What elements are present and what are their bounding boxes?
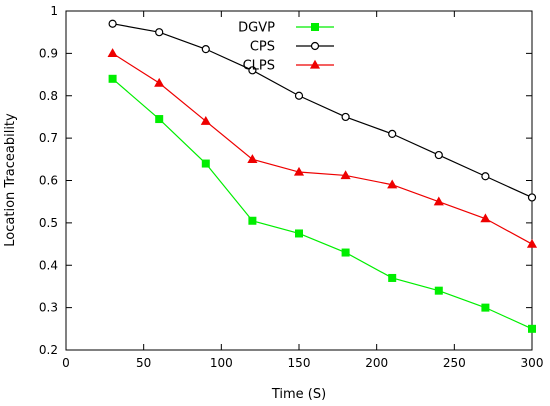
series-line-dgvp bbox=[112, 78, 533, 330]
y-tick-label: 0.2 bbox=[39, 343, 58, 357]
x-tick-label: 300 bbox=[521, 356, 544, 370]
legend-marker-dgvp bbox=[311, 23, 319, 31]
series-cps bbox=[108, 19, 537, 202]
data-point-cps bbox=[108, 19, 117, 28]
legend-label-clps: CLPS bbox=[243, 59, 275, 74]
data-point-cps bbox=[341, 112, 350, 122]
data-point-cps bbox=[434, 150, 443, 160]
series-clps bbox=[107, 48, 538, 248]
legend-marker-cps bbox=[310, 41, 320, 51]
data-point-clps bbox=[293, 166, 305, 176]
data-point-clps bbox=[433, 196, 444, 206]
data-point-dgvp bbox=[481, 303, 490, 312]
x-tick-label: 100 bbox=[210, 356, 233, 370]
data-point-dgvp bbox=[434, 286, 443, 295]
y-tick-label: 0.6 bbox=[39, 174, 58, 188]
data-point-cps bbox=[248, 66, 257, 75]
series-layer bbox=[107, 19, 538, 333]
data-point-dgvp bbox=[248, 216, 257, 225]
series-dgvp bbox=[108, 74, 536, 333]
y-axis-label: Location Traceability bbox=[3, 113, 18, 247]
data-point-dgvp bbox=[295, 229, 303, 238]
data-point-cps bbox=[201, 45, 210, 54]
data-point-cps bbox=[294, 91, 304, 100]
y-tick-label: 0.8 bbox=[39, 89, 58, 103]
axis-tick-labels: 0 50 100 150 200 250 300 0.2 0.3 0.4 0.5 0.6 0.7 0.8 0… bbox=[39, 4, 544, 370]
y-tick-label: 0.5 bbox=[39, 216, 58, 230]
legend-label-dgvp: DGVP bbox=[238, 21, 275, 36]
data-point-clps bbox=[107, 48, 118, 58]
data-point-clps bbox=[247, 154, 258, 163]
data-point-clps bbox=[200, 115, 211, 125]
data-point-clps bbox=[480, 213, 491, 223]
x-tick-label: 0 bbox=[62, 356, 70, 370]
y-tick-label: 0.9 bbox=[39, 46, 58, 60]
series-line-clps bbox=[112, 52, 533, 245]
y-tick-label: 0.3 bbox=[39, 301, 58, 315]
x-tick-label: 50 bbox=[136, 356, 151, 370]
legend-entry-clps: CLPS bbox=[243, 59, 334, 74]
legend-marker-clps bbox=[309, 59, 321, 69]
data-point-cps bbox=[527, 193, 537, 202]
x-tick-label: 250 bbox=[443, 356, 466, 370]
legend-entry-dgvp: DGVP bbox=[238, 21, 334, 36]
y-tick-label: 1 bbox=[50, 4, 58, 18]
series-line-cps bbox=[112, 23, 533, 198]
data-point-clps bbox=[526, 238, 538, 248]
y-tick-label: 0.4 bbox=[39, 258, 58, 272]
data-point-dgvp bbox=[341, 248, 350, 257]
axis-ticks bbox=[65, 10, 533, 351]
data-point-dgvp bbox=[155, 115, 164, 124]
data-point-clps bbox=[154, 77, 165, 87]
x-axis-label: Time (S) bbox=[271, 387, 326, 402]
data-point-cps bbox=[155, 28, 164, 37]
x-tick-label: 150 bbox=[288, 356, 311, 370]
data-point-clps bbox=[387, 179, 398, 189]
data-point-cps bbox=[388, 129, 397, 138]
y-tick-label: 0.7 bbox=[39, 131, 58, 145]
x-tick-label: 200 bbox=[365, 356, 388, 370]
data-point-dgvp bbox=[201, 159, 210, 168]
legend-entry-cps: CPS bbox=[250, 40, 334, 55]
legend: DGVP CPS CLPS bbox=[238, 21, 334, 74]
data-point-cps bbox=[481, 172, 490, 181]
legend-label-cps: CPS bbox=[250, 40, 275, 55]
data-point-clps bbox=[340, 170, 351, 180]
data-point-dgvp bbox=[528, 324, 536, 333]
data-point-dgvp bbox=[108, 74, 117, 83]
data-point-dgvp bbox=[388, 273, 397, 282]
